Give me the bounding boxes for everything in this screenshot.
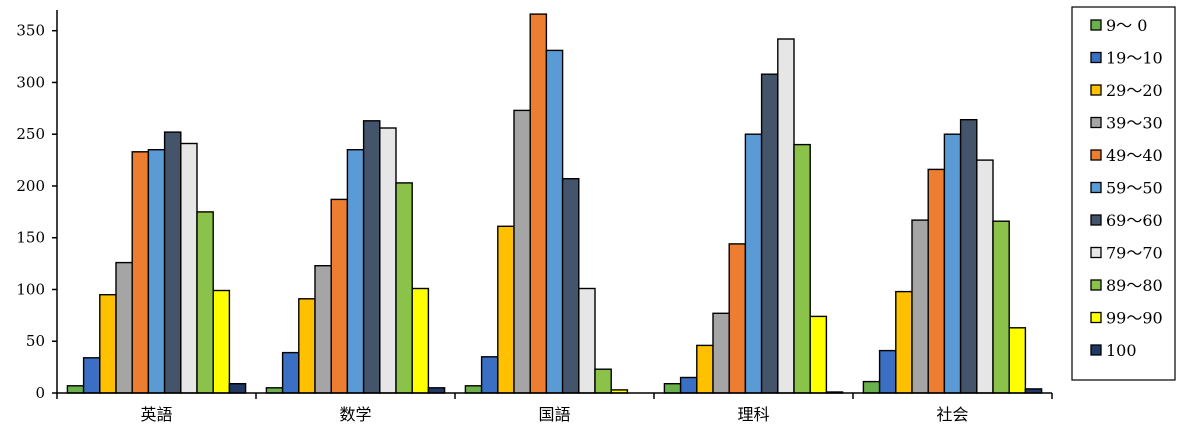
bar-1-6 — [147, 148, 166, 394]
legend-label: 79～70 — [1106, 244, 1163, 263]
bar-3-9 — [594, 368, 612, 394]
bar-4-9 — [793, 143, 811, 394]
bar-2-6 — [346, 148, 365, 394]
legend-label: 29～20 — [1106, 81, 1163, 100]
x-category-label: 国語 — [538, 405, 570, 424]
legend-label: 100 — [1106, 341, 1137, 360]
legend-label: 69～60 — [1106, 211, 1163, 230]
bar-2-3 — [298, 298, 316, 394]
bar-4-4 — [712, 312, 730, 394]
bar-3-8 — [578, 287, 596, 394]
bar-3-4 — [513, 109, 531, 394]
legend-label: 89～80 — [1106, 276, 1163, 295]
bar-3-1 — [464, 385, 483, 394]
legend-swatch — [1090, 311, 1102, 324]
legend-swatch — [1090, 246, 1102, 259]
legend-label: 49～40 — [1106, 146, 1163, 165]
legend-swatch — [1090, 279, 1102, 291]
bar-2-1 — [265, 387, 284, 394]
y-tick-label: 150 — [16, 229, 45, 247]
bar-3-2 — [480, 356, 499, 394]
x-category-label: 数学 — [339, 405, 371, 424]
legend-label: 99～90 — [1106, 309, 1163, 328]
bar-2-5 — [330, 198, 349, 394]
bar-1-4 — [115, 261, 133, 394]
legend: 9～ 0 19～10 29～20 39～30 49～40 59～50 69～60 79～70 8… — [1071, 6, 1176, 381]
bar-4-10 — [809, 315, 828, 394]
legend-swatch — [1090, 19, 1102, 31]
bar-5-1 — [862, 380, 881, 394]
legend-box — [1071, 6, 1176, 381]
legend-swatch — [1090, 181, 1102, 194]
bar-4-3 — [696, 344, 714, 394]
legend-swatch — [1090, 344, 1102, 356]
bar-1-8 — [180, 142, 198, 394]
bar-2-11 — [427, 387, 446, 394]
bar-1-9 — [196, 211, 214, 394]
legend-swatch — [1090, 214, 1102, 226]
bar-3-5 — [529, 13, 548, 394]
x-category-label: 社会 — [936, 405, 968, 424]
bar-3-6 — [545, 49, 564, 394]
bar-5-7 — [959, 118, 978, 394]
legend-swatch — [1090, 116, 1102, 129]
bar-5-5 — [927, 168, 946, 394]
y-axis: 0 50 100 150 200 250 300 350 — [16, 10, 58, 402]
bar-5-2 — [878, 349, 897, 394]
x-axis: 英語 数学 国語 理科 社会 — [56, 392, 1053, 424]
bar-2-10 — [411, 287, 430, 394]
y-tick-label: 200 — [16, 177, 45, 195]
bar-1-1 — [66, 385, 85, 394]
y-tick-label: 0 — [35, 384, 45, 402]
y-tick-label: 300 — [16, 73, 45, 91]
bar-5-8 — [976, 159, 994, 394]
bar-1-2 — [82, 357, 101, 394]
y-tick-label: 50 — [26, 332, 45, 350]
bar-4-7 — [760, 73, 779, 394]
y-tick-label: 350 — [16, 22, 45, 40]
bar-2-7 — [362, 120, 381, 394]
bar-2-9 — [395, 182, 413, 394]
bar-5-9 — [992, 220, 1010, 394]
bar-2-8 — [379, 127, 397, 394]
bar-4-2 — [679, 376, 698, 394]
bar-2-2 — [281, 351, 300, 394]
bar-4-5 — [728, 243, 747, 394]
bar-5-10 — [1008, 327, 1027, 394]
bar-5-6 — [943, 133, 962, 394]
bar-1-10 — [212, 289, 231, 394]
bar-3-7 — [561, 177, 580, 394]
legend-swatch — [1090, 149, 1102, 161]
bar-4-6 — [744, 133, 763, 394]
bar-1-5 — [131, 151, 150, 394]
legend-swatch — [1090, 51, 1102, 64]
bar-2-4 — [314, 265, 332, 394]
x-category-label: 英語 — [140, 405, 172, 424]
plot-area — [66, 13, 1043, 394]
x-category-label: 理科 — [737, 405, 769, 424]
bar-1-11 — [228, 383, 247, 394]
legend-label: 9～ 0 — [1106, 16, 1147, 35]
y-tick-label: 250 — [16, 125, 45, 143]
bar-5-4 — [911, 219, 929, 394]
bar-1-7 — [163, 131, 182, 394]
y-tick-label: 100 — [16, 280, 45, 298]
bar-4-8 — [777, 38, 795, 394]
bar-4-1 — [663, 383, 682, 394]
legend-swatch — [1090, 84, 1102, 96]
bar-5-3 — [895, 290, 913, 394]
legend-label: 59～50 — [1106, 179, 1163, 198]
bar-1-3 — [99, 294, 117, 394]
legend-label: 39～30 — [1106, 114, 1163, 133]
legend-label: 19～10 — [1106, 49, 1163, 68]
bar-3-3 — [497, 225, 515, 394]
